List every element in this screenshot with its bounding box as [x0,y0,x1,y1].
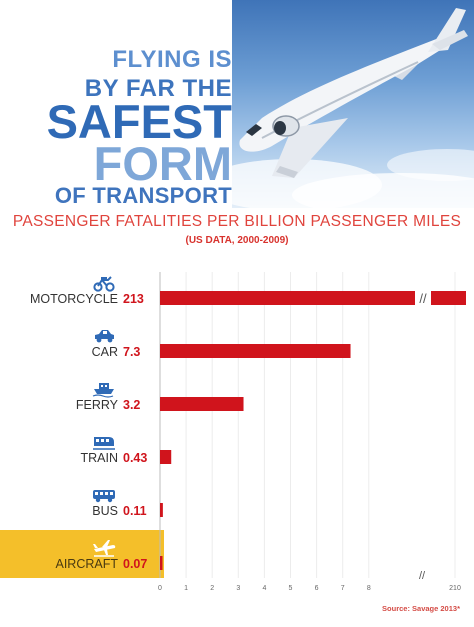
x-tick-label: 6 [315,585,319,592]
chart-subtitle-note: (US DATA, 2000-2009) [185,235,289,246]
headline-line-4: FORM [93,137,232,190]
row-train: TRAIN 0.43 [81,437,172,465]
x-tick-label: 0 [158,585,162,592]
x-tick-label: 5 [289,585,293,592]
headline-line-2: BY FAR THE [84,75,232,102]
chart-subtitle: PASSENGER FATALITIES PER BILLION PASSENG… [12,213,462,230]
x-tick-label: 4 [262,585,266,592]
category-label: MOTORCYCLE [30,292,118,306]
airplane-photo [232,0,474,208]
bar [160,503,163,517]
row-bus: BUS 0.11 [92,490,163,518]
bar [160,291,415,305]
value-label: 0.43 [123,451,147,465]
x-tick-label: 3 [236,585,240,592]
value-label: 7.3 [123,345,140,359]
row-car: CAR 7.3 [92,330,351,359]
source-note: Source: Savage 2013* [382,604,460,613]
x-tick-label: 2 [210,585,214,592]
headline-line-3: SAFEST [46,95,232,148]
category-label: AIRCRAFT [56,557,119,571]
x-tick-label: 7 [341,585,345,592]
category-label: BUS [92,504,118,518]
bar [160,556,163,570]
axis-break-mark: // [419,570,426,582]
value-label: 213 [123,292,144,306]
airplane-illustration [232,8,474,208]
value-label: 3.2 [123,398,140,412]
row-aircraft: AIRCRAFT 0.07 [56,540,163,571]
bar-continuation [431,291,466,305]
ferry-icon [92,383,114,398]
bar [160,397,244,411]
bar [160,450,172,464]
category-label: FERRY [76,398,119,412]
train-icon [93,437,115,450]
x-tick-label: 8 [367,585,371,592]
row-motorcycle: MOTORCYCLE 213 // [30,276,466,306]
motorcycle-icon [93,276,115,292]
category-label: CAR [92,345,118,359]
row-ferry: FERRY 3.2 [76,383,244,412]
x-tick-label: 210 [449,585,461,592]
value-label: 0.11 [123,504,147,518]
airplane-icon [93,540,116,557]
headline-line-1: FLYING IS [112,46,232,73]
bus-icon [93,490,115,503]
car-icon [95,330,114,343]
bar [160,344,351,358]
x-tick-label: 1 [184,585,188,592]
bar-break-mark: // [419,291,427,306]
headline-line-5: OF TRANSPORT [54,183,232,208]
aircraft-highlight [0,530,164,578]
category-label: TRAIN [81,451,119,465]
value-label: 0.07 [123,557,147,571]
